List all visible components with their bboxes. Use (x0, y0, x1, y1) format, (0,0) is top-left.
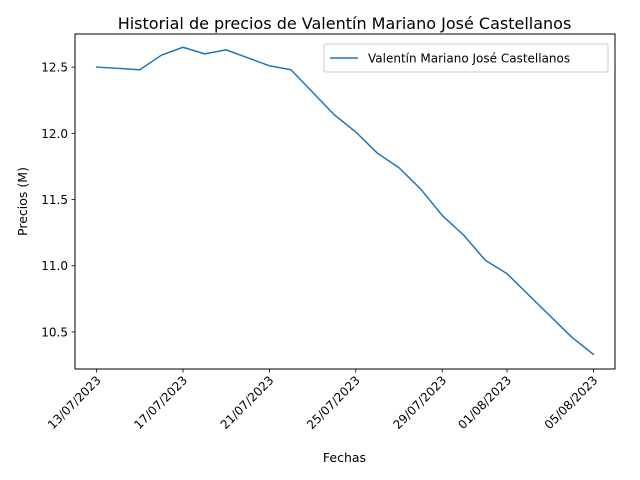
x-tick-label: 13/07/2023 (45, 373, 104, 432)
legend-box (323, 43, 609, 73)
chart-title: Historial de precios de Valentín Mariano… (118, 14, 572, 33)
y-axis-label: Precios (M) (15, 167, 30, 236)
y-tick-label: 12.5 (41, 61, 68, 75)
legend: Valentín Mariano José Castellanos (323, 43, 609, 73)
x-tick-label: 05/08/2023 (542, 373, 601, 432)
y-tick-label: 11.0 (41, 259, 68, 273)
x-axis-label: Fechas (323, 450, 366, 465)
y-axis-ticks: 10.5 11.0 11.5 12.0 12.5 (41, 61, 75, 339)
series-line-valentin (95, 46, 595, 356)
x-tick-label: 21/07/2023 (218, 373, 277, 432)
x-tick-label: 17/07/2023 (131, 373, 190, 432)
x-axis-ticks: 13/07/2023 17/07/2023 21/07/2023 25/07/2023… (45, 369, 601, 432)
y-tick-label: 11.5 (41, 193, 68, 207)
x-tick-label: 01/08/2023 (455, 373, 514, 432)
y-tick-label: 10.5 (41, 325, 68, 339)
x-tick-label: 29/07/2023 (391, 373, 450, 432)
plot-area-frame (74, 33, 616, 370)
y-tick-label: 12.0 (41, 127, 68, 141)
legend-entry-label: Valentín Mariano José Castellanos (368, 52, 570, 66)
x-tick-label: 25/07/2023 (304, 373, 363, 432)
